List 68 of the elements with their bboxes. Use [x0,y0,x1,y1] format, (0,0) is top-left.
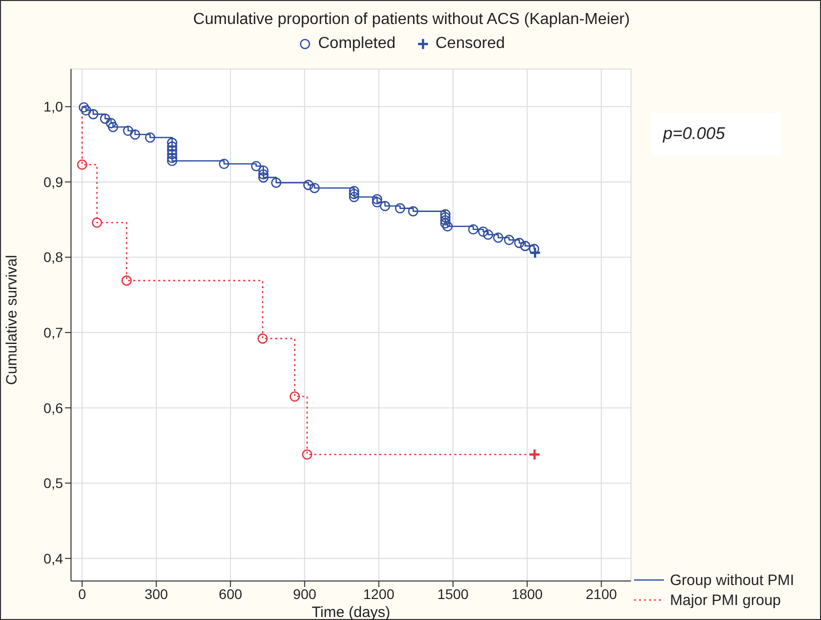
y-tick-label: 0,7 [44,324,64,340]
legend-label: Censored [434,35,505,52]
y-tick-label: 0,4 [44,550,64,566]
point [88,109,98,120]
point [166,138,178,148]
point [348,192,360,202]
point [106,118,116,128]
point [100,114,110,124]
point [108,122,118,132]
x-tick-label: 1200 [363,586,395,602]
y-tick-label: 0,9 [44,174,64,190]
y-tick-label: 0,6 [44,400,64,416]
text: p=0.005 [651,113,781,155]
point [166,152,178,163]
point [520,240,530,252]
x-axis-title: Time (days) [312,604,390,620]
point [493,232,504,243]
point [309,182,320,194]
y-tick-label: 1,0 [44,98,64,115]
legend-label: Completed [317,35,396,52]
x-tick-label: 1500 [437,586,469,602]
chart-title: Cumulative proportion of patients without ACS (Kaplan-Meier) [192,11,631,29]
point [372,194,382,204]
point [258,169,269,180]
x-tick-label: 600 [218,586,242,602]
point [380,200,390,212]
point [528,244,540,254]
point [271,178,282,188]
point [251,160,262,172]
point [258,165,269,176]
x-tick-label: 2100 [586,586,618,602]
point [468,224,478,235]
point [440,218,450,229]
point [478,226,488,237]
point [528,448,541,461]
y-tick-label: 0,5 [44,475,64,492]
point [482,229,494,240]
point [122,126,134,136]
point [394,203,406,214]
point [258,172,269,183]
y-tick-label: 0,8 [44,249,64,266]
point [440,212,450,222]
x-tick-label: 300 [144,586,168,602]
x-tick-label: 0 [78,586,86,602]
point [504,234,514,246]
point [166,145,178,156]
point [303,180,314,190]
x-tick-label: 1800 [512,586,543,602]
point [514,238,524,248]
point [130,129,140,140]
point [440,215,450,226]
x-tick-label: 900 [292,586,317,602]
point [442,221,453,232]
point [218,158,230,170]
point [440,209,450,220]
point [348,188,360,200]
point [166,141,178,152]
point [372,197,382,208]
point [78,102,90,113]
legend-label: Group without PMI [669,571,794,591]
point [166,148,178,160]
legend-label: Major PMI group [669,591,782,611]
y-axis-title: Cumulative survival [3,254,20,385]
point [348,186,360,196]
point [144,132,156,143]
point [408,206,418,216]
point [80,105,92,116]
point [166,156,178,166]
